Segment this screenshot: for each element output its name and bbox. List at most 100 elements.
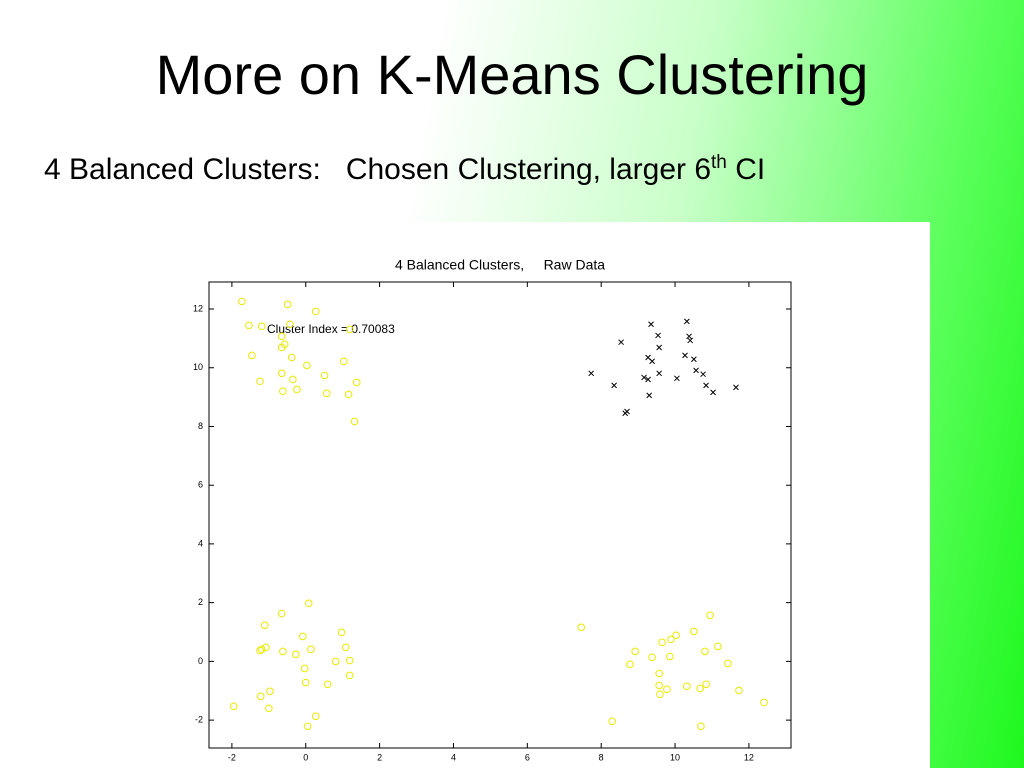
y-tick-label: 12 bbox=[193, 303, 203, 313]
point bbox=[724, 659, 732, 668]
point bbox=[352, 378, 361, 387]
point bbox=[248, 351, 256, 360]
point bbox=[258, 322, 266, 331]
point bbox=[345, 656, 354, 665]
point bbox=[300, 664, 309, 673]
x-tick-label: 2 bbox=[377, 752, 382, 762]
point bbox=[683, 682, 691, 691]
point bbox=[293, 385, 301, 394]
point bbox=[339, 357, 348, 366]
point bbox=[277, 609, 286, 618]
point bbox=[631, 647, 639, 656]
point bbox=[229, 702, 238, 711]
point bbox=[701, 647, 709, 656]
point bbox=[258, 645, 266, 654]
point bbox=[672, 631, 680, 640]
point bbox=[646, 392, 653, 399]
y-tick-label: 2 bbox=[198, 597, 203, 607]
point bbox=[706, 611, 714, 620]
point bbox=[658, 638, 666, 647]
point bbox=[260, 621, 269, 630]
annotation: Cluster Index = 0.70083 bbox=[267, 322, 395, 336]
point bbox=[702, 680, 710, 689]
point bbox=[345, 325, 354, 334]
point bbox=[648, 653, 656, 662]
point bbox=[311, 712, 320, 721]
subtitle-sup: th bbox=[711, 152, 727, 173]
y-tick-label: 10 bbox=[193, 362, 203, 372]
point bbox=[588, 370, 595, 377]
point bbox=[286, 320, 294, 329]
point bbox=[245, 321, 253, 330]
point bbox=[344, 390, 353, 399]
point bbox=[624, 408, 630, 415]
point bbox=[320, 371, 329, 380]
point bbox=[298, 632, 307, 641]
point bbox=[656, 370, 663, 377]
subtitle-right: Chosen Clustering, larger 6 bbox=[345, 153, 712, 186]
point bbox=[303, 361, 311, 370]
point bbox=[690, 627, 698, 636]
point bbox=[277, 343, 286, 352]
plot-frame bbox=[208, 281, 792, 749]
point bbox=[655, 669, 663, 678]
point bbox=[686, 333, 692, 340]
point bbox=[256, 646, 264, 655]
point bbox=[265, 704, 273, 713]
point bbox=[618, 339, 624, 346]
slide-subtitle: 4 Balanced Clusters: Chosen Clustering, … bbox=[44, 152, 765, 187]
point bbox=[682, 352, 688, 359]
point bbox=[674, 375, 680, 382]
point bbox=[611, 382, 617, 389]
point bbox=[656, 690, 664, 699]
point bbox=[645, 376, 651, 383]
point bbox=[301, 678, 310, 687]
point bbox=[700, 371, 706, 378]
slide-title: More on K-Means Clustering bbox=[155, 43, 869, 106]
point bbox=[648, 321, 654, 328]
chart-title: 4 Balanced Clusters, Raw Data bbox=[395, 257, 605, 273]
point bbox=[303, 722, 312, 731]
point bbox=[289, 375, 297, 384]
y-tick-label: -2 bbox=[195, 714, 203, 724]
point bbox=[710, 389, 716, 396]
point bbox=[693, 367, 699, 374]
point bbox=[703, 382, 709, 389]
point bbox=[279, 387, 287, 396]
point bbox=[341, 643, 350, 652]
point bbox=[608, 717, 617, 726]
point bbox=[287, 353, 296, 362]
point bbox=[304, 599, 313, 608]
x-tick-label: 4 bbox=[451, 752, 456, 762]
point bbox=[238, 297, 246, 306]
x-tick-label: 10 bbox=[670, 752, 680, 762]
y-tick-label: 6 bbox=[198, 480, 203, 490]
point bbox=[577, 623, 586, 632]
point bbox=[663, 685, 671, 694]
point bbox=[656, 344, 663, 351]
point bbox=[684, 318, 690, 325]
point bbox=[666, 652, 674, 661]
point bbox=[760, 698, 768, 707]
point bbox=[291, 650, 300, 659]
subtitle-left: 4 Balanced Clusters: bbox=[44, 153, 321, 186]
y-tick-label: 0 bbox=[198, 656, 203, 666]
y-tick-label: 4 bbox=[198, 538, 203, 548]
point bbox=[667, 635, 675, 644]
point bbox=[311, 307, 320, 316]
subtitle-end: CI bbox=[726, 153, 766, 186]
point bbox=[345, 671, 354, 680]
point bbox=[655, 681, 663, 690]
point bbox=[649, 358, 656, 365]
point bbox=[655, 332, 661, 339]
point bbox=[350, 417, 359, 426]
x-tick-label: 8 bbox=[599, 752, 604, 762]
point bbox=[256, 377, 264, 386]
point bbox=[262, 643, 270, 652]
x-tick-label: 0 bbox=[303, 752, 308, 762]
point bbox=[323, 389, 331, 398]
point bbox=[266, 687, 274, 696]
point bbox=[641, 374, 647, 381]
